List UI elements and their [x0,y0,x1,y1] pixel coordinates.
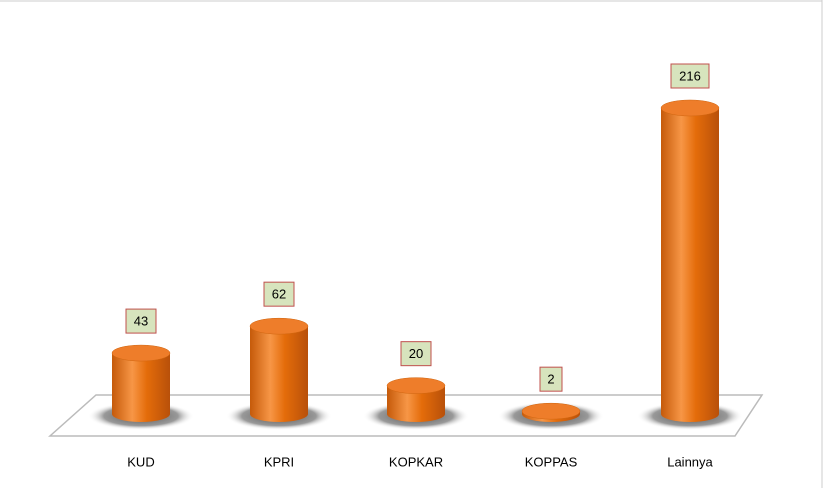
bar [387,385,445,422]
bar-top [111,344,171,362]
bar [250,326,308,422]
value-label-box [400,341,432,367]
value-label: 2 [547,372,554,387]
value-label: 62 [272,287,286,302]
bar-top [660,99,720,117]
plot: 43 KUD 62 KPRI 20 KOPKAR 2 KOPPAS 216 Lainnya [88,63,743,469]
value-label-box [539,366,563,392]
bar [661,108,719,422]
x-tick-label: KUD [127,454,154,469]
value-label-box [263,281,295,307]
x-tick-label: KOPPAS [525,454,578,469]
bar-top [249,317,309,335]
x-tick-label: KOPKAR [389,454,443,469]
value-label-box [125,308,157,334]
x-tick-label: KPRI [264,454,294,469]
x-tick-label: Lainnya [667,454,713,469]
value-label-box [670,63,710,89]
bar [112,353,170,422]
value-label: 20 [409,346,423,361]
bar-top [386,377,446,394]
value-label: 216 [679,68,701,83]
value-label: 43 [134,314,148,329]
bar-top [521,402,581,420]
